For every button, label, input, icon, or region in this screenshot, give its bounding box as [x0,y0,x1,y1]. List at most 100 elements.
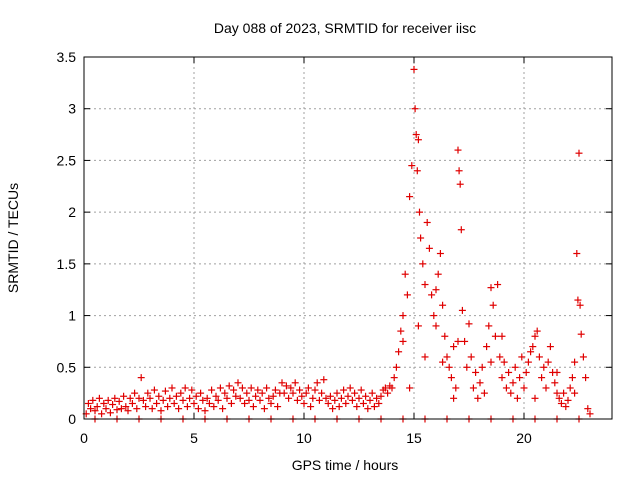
data-point [216,384,224,392]
data-point [161,387,169,395]
data-point [120,392,128,400]
data-point [480,389,488,397]
data-point [555,394,563,402]
data-point [454,146,462,154]
data-point [150,386,158,394]
data-point [522,368,530,376]
data-point [183,403,191,411]
data-point [133,405,141,413]
data-point [148,405,156,413]
data-point [463,363,471,371]
data-point [307,403,315,411]
data-point [95,394,103,402]
data-point [100,399,108,407]
data-point [267,399,275,407]
data-point [377,392,385,400]
data-point [513,394,521,402]
data-point [575,149,583,157]
y-tick-label: 3.5 [57,49,77,65]
data-point [87,405,95,413]
data-point [337,394,345,402]
data-point [144,389,152,397]
data-point [509,379,517,387]
data-point [406,193,414,201]
data-point [414,136,422,144]
data-point [364,405,372,413]
data-point [324,399,332,407]
data-point [531,332,539,340]
data-point [366,396,374,404]
data-point [357,386,365,394]
data-point [109,401,117,409]
data-point [168,384,176,392]
data-point [258,389,266,397]
data-point [126,394,134,402]
data-point [403,291,411,299]
data-point [340,386,348,394]
data-point [106,409,114,417]
data-point [450,394,458,402]
data-point [122,403,130,411]
data-point [384,389,392,397]
data-point [452,384,460,392]
data-point [362,392,370,400]
data-point [159,396,167,404]
data-point [461,337,469,345]
data-point [243,389,251,397]
data-point [311,386,319,394]
data-point [491,332,499,340]
data-point [401,270,409,278]
data-point [111,394,119,402]
data-point [469,384,477,392]
data-point [93,403,101,411]
data-point [208,386,216,394]
data-point [571,389,579,397]
data-point [410,65,418,73]
data-point [265,394,273,402]
y-tick-label: 1.5 [57,256,77,272]
data-point [399,312,407,320]
data-point [447,374,455,382]
x-tick-label: 10 [296,430,312,446]
data-points [82,65,594,423]
data-point [289,389,297,397]
data-point [247,384,255,392]
data-point [425,244,433,252]
data-point [395,348,403,356]
data-point [131,389,139,397]
data-point [432,286,440,294]
y-tick-label: 0.5 [57,359,77,375]
data-point [472,368,480,376]
data-point [291,379,299,387]
data-point [408,162,416,170]
data-point [465,320,473,328]
data-point [439,301,447,309]
data-point [322,394,330,402]
data-point [227,399,235,407]
data-point [238,384,246,392]
data-point [137,374,145,382]
data-point [271,386,279,394]
data-point [416,208,423,216]
data-point [474,394,482,402]
data-point [280,389,288,397]
data-point [351,389,359,397]
data-point [419,260,427,268]
data-point [260,405,268,413]
data-point [397,327,405,335]
data-point [190,399,198,407]
axis-ticks: 0 0.5 1 1.5 2 2.5 3 3.5 0 5 10 15 20 [57,49,612,446]
data-point [221,389,229,397]
data-point [124,407,132,415]
data-point [186,394,194,402]
data-point [313,379,321,387]
data-point [498,374,506,382]
data-point [135,394,143,402]
data-point [413,167,421,175]
data-point [577,330,585,338]
data-point [304,384,312,392]
data-point [331,396,339,404]
data-point [586,410,594,418]
data-point [230,386,238,394]
data-point [450,343,458,351]
